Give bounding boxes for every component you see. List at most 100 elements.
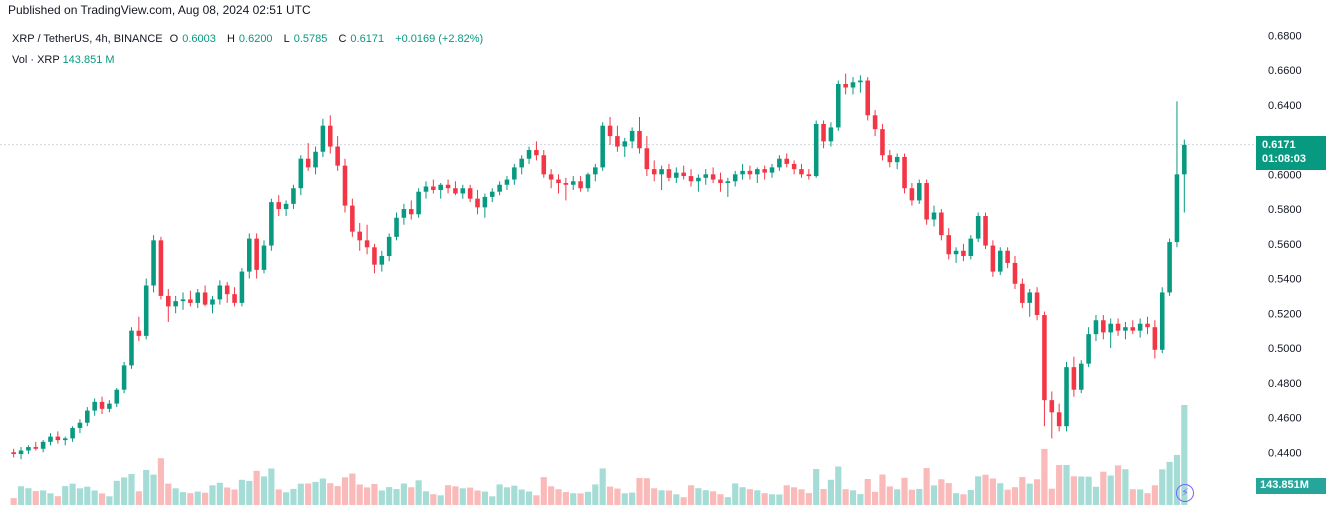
volume-bar <box>84 486 91 505</box>
volume-bar <box>54 496 61 505</box>
volume-bar <box>268 468 275 505</box>
candle-body <box>725 181 731 184</box>
volume-bar <box>216 482 223 505</box>
volume-bar <box>894 489 901 505</box>
candle-body <box>953 250 959 255</box>
candle-body <box>813 123 819 177</box>
volume-bar <box>842 489 849 505</box>
candle-body <box>865 80 871 116</box>
candle-body <box>40 441 46 449</box>
candle-body <box>11 452 16 454</box>
volume-bar <box>481 491 488 505</box>
volume-bar <box>128 474 135 505</box>
candle-body <box>519 158 524 168</box>
volume-bar <box>879 474 886 505</box>
volume-bar <box>349 473 356 505</box>
volume-bar <box>334 486 341 505</box>
volume-value: 143.851 M <box>62 54 115 66</box>
candle-body <box>357 231 363 241</box>
y-tick-label: 0.5800 <box>1268 204 1302 216</box>
candle-body <box>408 209 414 215</box>
candle-body <box>1123 327 1128 331</box>
candle-body <box>644 148 650 170</box>
volume-bar <box>827 479 835 505</box>
volume-bar <box>798 489 805 505</box>
volume-bar <box>106 496 113 505</box>
volume-bar <box>1100 471 1107 505</box>
volume-bar <box>1122 469 1129 505</box>
lightning-icon[interactable]: ⚡ <box>1176 484 1194 502</box>
candle-body <box>26 447 31 451</box>
volume-bar <box>960 494 967 505</box>
candle-body <box>931 212 937 220</box>
volume-bar <box>371 484 378 505</box>
candle-body <box>107 403 112 409</box>
candle-body <box>916 183 922 201</box>
volume-bar <box>363 487 371 505</box>
candle-body <box>188 299 193 303</box>
candle-body <box>482 196 488 208</box>
candle-body <box>791 163 797 170</box>
candle-body <box>261 245 267 270</box>
candle-body <box>755 169 760 175</box>
candle-body <box>983 216 988 246</box>
volume-bar <box>1166 461 1173 505</box>
volume-bar <box>172 488 179 505</box>
volume-bar <box>791 487 798 505</box>
candle-body <box>1152 327 1158 350</box>
volume-bar <box>246 480 253 505</box>
y-tick-label: 0.5200 <box>1268 308 1302 320</box>
high-value: H 0.6200 <box>226 33 273 45</box>
candle-body <box>438 184 443 190</box>
candle-body <box>335 146 340 166</box>
volume-bar <box>503 487 511 505</box>
candle-body <box>453 188 458 194</box>
candle-body <box>202 292 208 305</box>
volume-bar <box>1129 489 1136 505</box>
candle-body <box>136 330 142 336</box>
candle-body <box>217 285 223 300</box>
price-axis[interactable]: 0.4400 0.4600 0.4800 0.5000 0.5200 0.5400 0.56… <box>1268 30 1302 459</box>
symbol-label[interactable]: XRP / TetherUS, 4h, BINANCE <box>12 33 163 45</box>
candle-body <box>460 188 466 194</box>
candle-body <box>651 169 657 175</box>
candle-body <box>762 169 767 173</box>
candle-body <box>703 174 709 178</box>
candle-body <box>166 295 171 307</box>
volume-bar <box>562 492 569 505</box>
candle-body <box>681 172 686 177</box>
volume-bar <box>1181 405 1188 505</box>
last-volume-badge: 143.851M <box>1256 478 1326 494</box>
y-tick-label: 0.4800 <box>1268 378 1302 390</box>
volume-bar <box>305 483 312 505</box>
volume-bar <box>1063 465 1070 505</box>
candle-body <box>1174 174 1180 243</box>
candle-body <box>1078 363 1084 390</box>
candle-body <box>475 198 480 208</box>
volume-bar <box>1107 475 1114 505</box>
volume-bar <box>732 483 739 505</box>
volume-bar <box>975 476 982 505</box>
candle-body <box>1182 144 1187 175</box>
volume-bar <box>680 497 687 505</box>
candle-body <box>1005 250 1010 263</box>
volume-bar <box>415 480 422 505</box>
candle-body <box>151 240 156 286</box>
volume-bar <box>76 488 84 505</box>
low-value: L 0.5785 <box>283 33 328 45</box>
candle-body <box>821 123 826 142</box>
candle-body <box>1056 412 1062 427</box>
close-value: C 0.6171 <box>338 33 385 45</box>
volume-bar <box>452 486 459 505</box>
candle-body <box>799 169 804 175</box>
candle-body <box>769 167 775 173</box>
candle-body <box>224 285 230 295</box>
volume-bar <box>150 474 157 505</box>
volume-bar <box>849 490 857 505</box>
candle-body <box>1020 283 1025 303</box>
volume-bar <box>422 491 430 505</box>
volume-bar <box>386 487 393 505</box>
volume-bar <box>761 493 768 505</box>
volume-bar <box>864 479 871 505</box>
